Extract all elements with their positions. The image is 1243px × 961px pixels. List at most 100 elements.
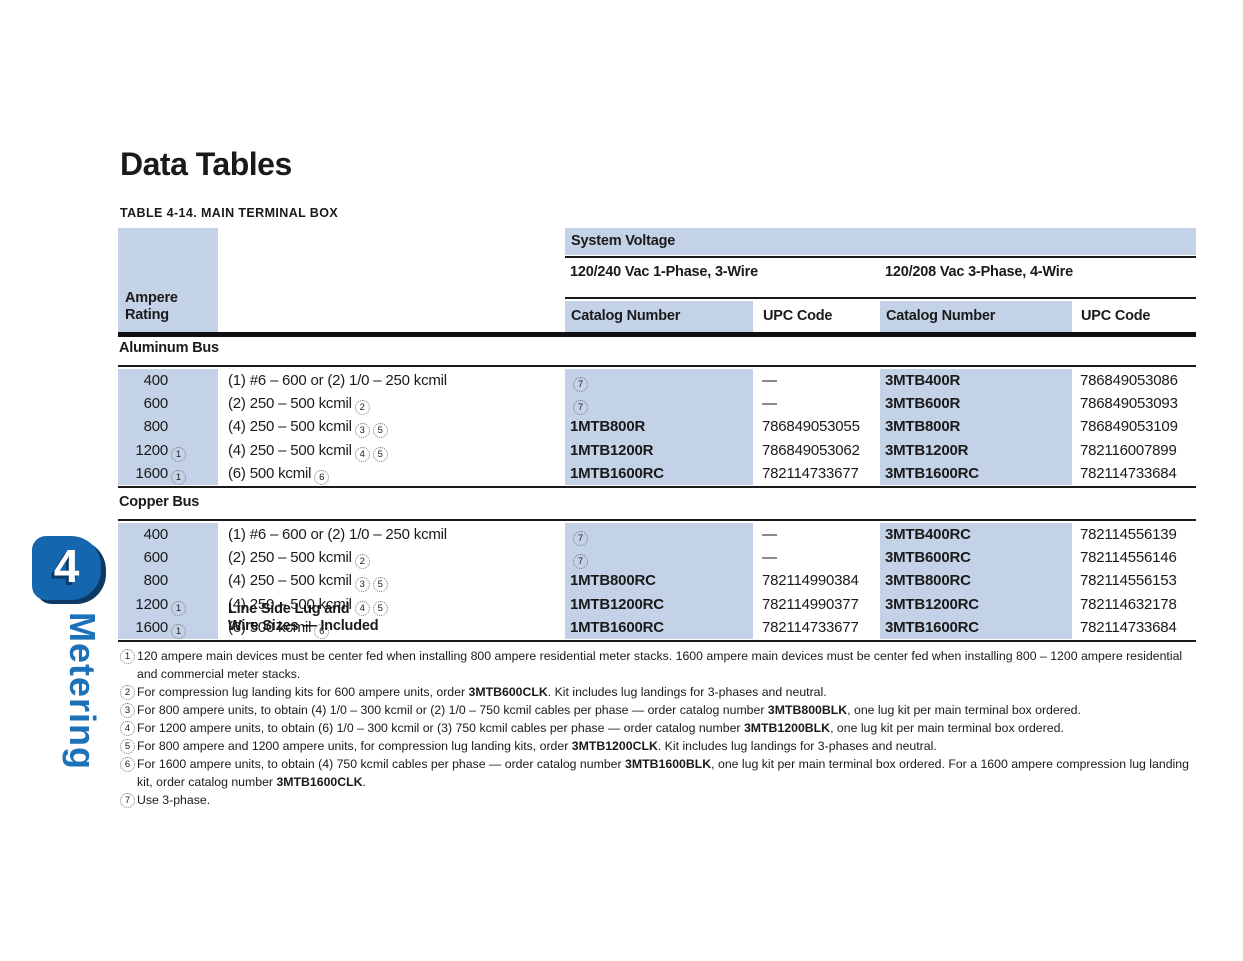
line-side-cell: (2) 250 – 500 kcmil 2 — [228, 392, 370, 416]
footnote-marker: 7 — [573, 554, 588, 570]
table-row: 600 (2) 250 – 500 kcmil 2 7 — 3MTB600R 7868490… — [118, 392, 1196, 416]
thick-divider-rule — [118, 332, 1196, 337]
footnote-marker: 7 — [120, 793, 135, 808]
footnote-marker: 2 — [354, 554, 370, 570]
ampere-cell: 800 — [126, 569, 169, 592]
ampere-value: 1600 — [135, 464, 168, 482]
footnote-text: Use 3-phase. — [137, 793, 211, 807]
footnote-marker: 7 — [573, 400, 588, 416]
ampere-cell: 1200 1 — [126, 593, 186, 616]
upc-code-header-1phase: UPC Code — [763, 308, 833, 324]
line-side-cell: (4) 250 – 500 kcmil 3 5 — [228, 569, 388, 593]
catalog-number-1phase-cell: 7 — [570, 523, 588, 546]
footnote-catalog-number: 3MTB1600BLK — [625, 757, 712, 771]
catalog-number-3phase-cell: 3MTB1600RC — [885, 464, 979, 482]
section-heading: Aluminum Bus — [119, 340, 219, 356]
upc-code-1phase-cell: 782114733677 — [762, 618, 859, 636]
footnote-marker: 5 — [372, 600, 388, 616]
footnote-text: . — [362, 775, 366, 789]
ampere-value: 1200 — [135, 441, 168, 459]
footnote-text: . Kit includes lug landings for 3-phases… — [657, 739, 937, 753]
voltage-group-1phase: 120/240 Vac 1-Phase, 3-Wire — [570, 264, 758, 280]
footnote-catalog-number: 3MTB600CLK — [468, 685, 548, 699]
catalog-number-3phase-cell: 3MTB800R — [885, 418, 961, 436]
section-heading: Copper Bus — [119, 494, 200, 510]
upc-code-1phase-cell: 782114990377 — [762, 595, 859, 613]
footnote-marker: 1 — [171, 600, 186, 616]
upc-code-1phase-cell: — — [762, 395, 777, 413]
ampere-value: 800 — [143, 418, 169, 436]
table-row: 400 (1) #6 – 600 or (2) 1/0 – 250 kcmil 7 —… — [118, 523, 1196, 546]
footnote-marker: 5 — [372, 423, 388, 439]
ampere-value: 600 — [143, 395, 169, 413]
catalog1-column-stripe — [565, 369, 753, 485]
upc-code-3phase-cell: 786849053086 — [1080, 372, 1178, 389]
ampere-cell: 800 — [126, 415, 169, 438]
chapter-number: 4 — [53, 540, 80, 592]
catalog-number-1phase-cell: 1MTB1600RC — [570, 618, 664, 636]
voltage-group-3phase: 120/208 Vac 3-Phase, 4-Wire — [885, 264, 1073, 280]
section-rule — [118, 519, 1196, 521]
ampere-cell: 1200 1 — [126, 439, 186, 462]
section-rows: 400 (1) #6 – 600 or (2) 1/0 – 250 kcmil 7 —… — [118, 523, 1196, 639]
line-side-cell: (1) #6 – 600 or (2) 1/0 – 250 kcmil — [228, 526, 447, 543]
section-rule — [118, 365, 1196, 367]
ampere-value: 400 — [143, 526, 169, 543]
catalog-number-header-1phase: Catalog Number — [565, 301, 753, 332]
footnote-marker: 3 — [354, 577, 370, 593]
page-title: Data Tables — [120, 146, 292, 182]
ampere-value: 800 — [143, 572, 169, 590]
footnote-marker: 3 — [354, 423, 370, 439]
upc-code-3phase-cell: 782114556146 — [1080, 549, 1177, 567]
upc-code-1phase-cell: 786849053062 — [762, 441, 860, 459]
catalog-number-3phase-cell: 3MTB600R — [885, 395, 961, 413]
footnote-marker: 6 — [314, 469, 330, 485]
footnote-item: 6 For 1600 ampere units, to obtain (4) 75… — [120, 755, 1202, 791]
catalog-number-1phase-cell: 7 — [570, 392, 588, 416]
line-side-cell: (6) 500 kcmil 6 — [228, 616, 330, 639]
table-row: 1200 1 (4) 250 – 500 kcmil 4 5 1MTB1200RC 7821… — [118, 593, 1196, 616]
upc-code-3phase-cell: 782114733684 — [1080, 618, 1177, 636]
upc-code-1phase-cell: 782114733677 — [762, 464, 859, 482]
ampere-value: 600 — [143, 549, 169, 567]
system-voltage-header: System Voltage — [565, 228, 1196, 255]
line-side-cell: (4) 250 – 500 kcmil 3 5 — [228, 415, 388, 439]
rows-container: 400 (1) #6 – 600 or (2) 1/0 – 250 kcmil 7 —… — [118, 369, 1196, 485]
upc-code-1phase-cell: 782114990384 — [762, 572, 859, 590]
footnote-marker: 1 — [171, 446, 186, 462]
catalog-number-1phase-cell: 1MTB800R — [570, 418, 646, 436]
footnote-marker: 3 — [120, 703, 135, 718]
footnotes: 1 120 ampere main devices must be center … — [120, 647, 1202, 809]
catalog1-column-stripe — [565, 523, 753, 639]
catalog-number-3phase-cell: 3MTB800RC — [885, 572, 971, 590]
upc-code-1phase-cell: — — [762, 549, 777, 567]
footnote-marker: 5 — [372, 446, 388, 462]
ampere-value: 1600 — [135, 618, 168, 636]
ampere-value: 400 — [143, 372, 169, 389]
catalog2-column-stripe — [880, 523, 1072, 639]
line-side-cell: (4) 250 – 500 kcmil 4 5 — [228, 439, 388, 462]
upc-code-3phase-cell: 782114733684 — [1080, 464, 1177, 482]
footnote-item: 1 120 ampere main devices must be center … — [120, 647, 1202, 683]
catalog-number-1phase-cell: 1MTB800RC — [570, 572, 656, 590]
table-row: 400 (1) #6 – 600 or (2) 1/0 – 250 kcmil 7 —… — [118, 369, 1196, 392]
catalog-number-3phase-cell: 3MTB400R — [885, 372, 961, 389]
footnote-marker: 4 — [354, 446, 370, 462]
upc-code-header-3phase: UPC Code — [1081, 308, 1151, 324]
upc-code-1phase-cell: 786849053055 — [762, 418, 860, 436]
catalog-number-3phase-cell: 3MTB1200RC — [885, 595, 979, 613]
upc-code-3phase-cell: 786849053093 — [1080, 395, 1178, 413]
footnote-marker: 7 — [573, 377, 588, 392]
footnote-item: 3 For 800 ampere units, to obtain (4) 1/0… — [120, 701, 1202, 719]
section-rule — [118, 486, 1196, 488]
ampere-cell: 600 — [126, 546, 169, 569]
line-side-cell: (6) 500 kcmil 6 — [228, 462, 330, 485]
footnote-catalog-number: 3MTB1600CLK — [276, 775, 363, 789]
table-row: 800 (4) 250 – 500 kcmil 3 5 1MTB800RC 7821149… — [118, 569, 1196, 593]
table-row: 1600 1 (6) 500 kcmil 6 1MTB1600RC 78211473367… — [118, 462, 1196, 485]
footnote-text: . Kit includes lug landings for 3-phases… — [547, 685, 827, 699]
catalog-number-1phase-cell: 1MTB1200RC — [570, 595, 664, 613]
ampere-rating-header-cell: Ampere Rating — [118, 228, 218, 332]
catalog-number-3phase-cell: 3MTB1200R — [885, 441, 969, 459]
table-row: 800 (4) 250 – 500 kcmil 3 5 1MTB800R 78684905… — [118, 415, 1196, 439]
